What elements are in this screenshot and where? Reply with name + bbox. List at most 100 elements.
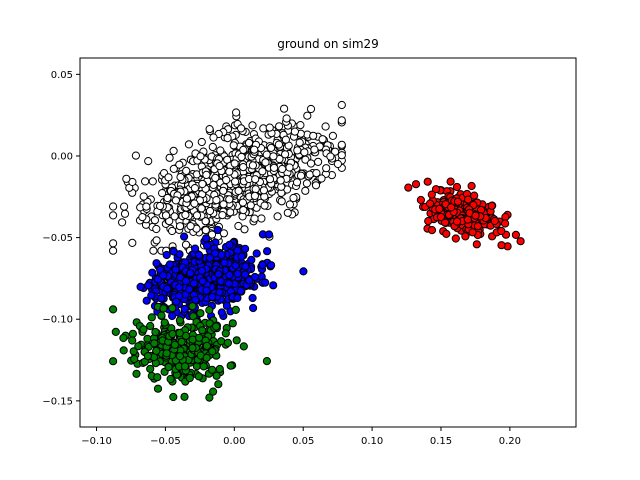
data-point bbox=[162, 349, 171, 358]
data-point bbox=[262, 150, 271, 159]
data-point bbox=[170, 212, 179, 221]
data-point bbox=[303, 111, 312, 120]
data-point bbox=[202, 353, 211, 362]
y-tick-label: −0.05 bbox=[42, 233, 73, 244]
data-point bbox=[148, 268, 157, 277]
data-point bbox=[109, 211, 118, 220]
data-point bbox=[238, 198, 247, 207]
data-point bbox=[159, 271, 168, 280]
data-point bbox=[196, 152, 205, 161]
data-point bbox=[404, 183, 413, 192]
data-point bbox=[208, 142, 217, 152]
data-point bbox=[223, 338, 232, 347]
data-point bbox=[473, 222, 482, 231]
data-point bbox=[195, 333, 204, 342]
data-point bbox=[164, 173, 173, 182]
data-point bbox=[240, 225, 249, 234]
data-point bbox=[184, 140, 193, 149]
data-point bbox=[411, 180, 421, 189]
data-point bbox=[229, 141, 238, 150]
data-point bbox=[197, 266, 207, 275]
data-point bbox=[248, 293, 257, 303]
data-point bbox=[195, 251, 204, 260]
data-point bbox=[159, 304, 168, 313]
data-point bbox=[162, 250, 171, 260]
data-point bbox=[463, 215, 472, 224]
data-point bbox=[148, 177, 157, 186]
data-point bbox=[302, 179, 311, 188]
data-point bbox=[168, 304, 177, 313]
data-point bbox=[328, 131, 337, 140]
data-point bbox=[251, 185, 260, 194]
data-point bbox=[165, 153, 174, 162]
data-point bbox=[205, 393, 214, 402]
data-point bbox=[191, 244, 200, 253]
data-point bbox=[331, 147, 340, 156]
data-point bbox=[209, 180, 218, 189]
data-point bbox=[453, 197, 462, 206]
data-point bbox=[447, 203, 456, 212]
data-point bbox=[226, 208, 235, 217]
data-point bbox=[202, 234, 211, 243]
data-point bbox=[246, 201, 255, 210]
data-point bbox=[170, 340, 179, 349]
data-point bbox=[209, 133, 218, 142]
data-point bbox=[265, 175, 275, 184]
data-point bbox=[283, 208, 292, 217]
data-point bbox=[490, 216, 499, 226]
data-point bbox=[109, 305, 118, 314]
data-point bbox=[168, 329, 177, 339]
data-point bbox=[217, 337, 226, 346]
data-point bbox=[260, 201, 269, 210]
data-point bbox=[169, 164, 178, 173]
data-point bbox=[208, 365, 217, 374]
x-axis: −0.10 −0.05 0.00 0.05 0.10 0.15 0.20 bbox=[81, 427, 521, 447]
data-point bbox=[273, 212, 282, 221]
data-point bbox=[171, 196, 180, 205]
data-point bbox=[180, 362, 190, 371]
data-point bbox=[306, 159, 316, 168]
data-point bbox=[144, 157, 153, 166]
data-point bbox=[217, 308, 226, 317]
data-point bbox=[269, 281, 278, 290]
data-point bbox=[305, 170, 314, 179]
data-point bbox=[166, 374, 175, 384]
data-point bbox=[205, 125, 214, 134]
data-point bbox=[219, 186, 228, 195]
data-point bbox=[416, 195, 425, 205]
data-point bbox=[171, 265, 180, 274]
data-point bbox=[220, 258, 229, 267]
data-point bbox=[431, 185, 441, 194]
data-point bbox=[231, 305, 240, 314]
data-point bbox=[214, 380, 223, 389]
data-point bbox=[209, 387, 218, 396]
data-point bbox=[282, 114, 291, 123]
data-point bbox=[152, 259, 161, 268]
data-point bbox=[205, 206, 215, 216]
x-tick-label: 0.10 bbox=[361, 436, 383, 447]
data-point bbox=[141, 177, 150, 186]
data-point bbox=[310, 145, 319, 154]
data-point bbox=[109, 246, 118, 255]
data-point bbox=[250, 145, 259, 154]
data-point bbox=[442, 229, 451, 238]
data-point bbox=[180, 232, 189, 241]
data-point bbox=[219, 229, 228, 238]
data-point bbox=[149, 246, 158, 255]
data-point bbox=[239, 342, 248, 351]
data-point bbox=[277, 197, 286, 206]
data-point bbox=[169, 392, 178, 402]
data-point bbox=[292, 178, 302, 187]
data-point bbox=[337, 100, 346, 110]
x-tick-label: −0.10 bbox=[81, 436, 112, 447]
data-point bbox=[192, 211, 202, 220]
data-point bbox=[198, 179, 207, 189]
data-point bbox=[182, 166, 191, 175]
data-point bbox=[181, 277, 191, 286]
data-point bbox=[275, 122, 284, 131]
data-point bbox=[196, 309, 205, 318]
data-point bbox=[225, 240, 234, 249]
data-point bbox=[337, 116, 346, 125]
data-point bbox=[262, 357, 271, 366]
data-point bbox=[190, 184, 199, 193]
